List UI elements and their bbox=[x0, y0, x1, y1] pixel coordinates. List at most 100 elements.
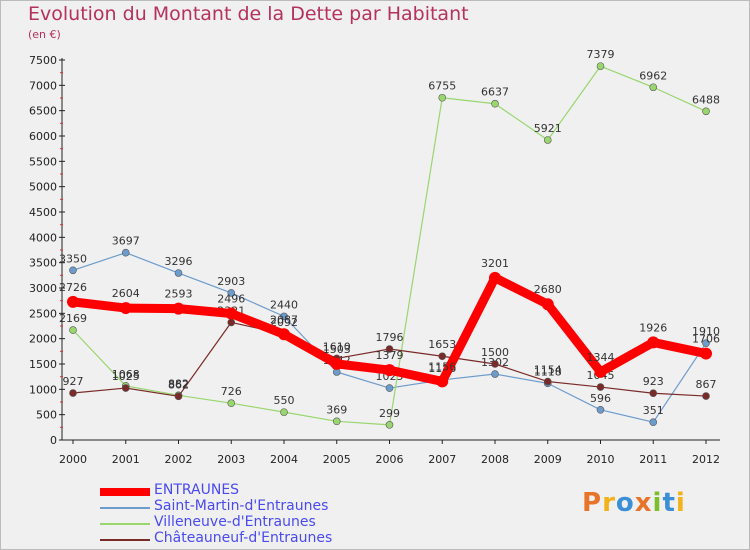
x-tick-label: 2002 bbox=[165, 453, 193, 466]
y-tick-label: 3000 bbox=[29, 282, 57, 295]
x-tick-label: 2001 bbox=[112, 453, 140, 466]
data-label: 2593 bbox=[165, 288, 193, 301]
legend-label: Villeneuve-d'Entraunes bbox=[154, 514, 316, 530]
data-label: 2604 bbox=[112, 287, 140, 300]
y-tick-label: 4500 bbox=[29, 206, 57, 219]
data-label: 1344 bbox=[587, 351, 615, 364]
data-point bbox=[700, 347, 712, 360]
data-point bbox=[385, 345, 394, 353]
x-tick-label: 2000 bbox=[59, 453, 87, 466]
logo-letter: i bbox=[675, 488, 686, 518]
data-point bbox=[385, 384, 394, 392]
data-point bbox=[649, 418, 658, 427]
data-label: 7379 bbox=[587, 48, 615, 61]
data-label: 1653 bbox=[428, 338, 456, 351]
y-tick-label: 5000 bbox=[29, 181, 57, 194]
x-tick-label: 2006 bbox=[376, 453, 404, 466]
logo-letter: r bbox=[602, 488, 616, 518]
data-point bbox=[491, 360, 499, 368]
data-point bbox=[702, 107, 710, 116]
legend-swatch-villeneuve bbox=[100, 523, 150, 525]
y-tick-label: 6000 bbox=[29, 130, 57, 143]
logo-letter: i bbox=[652, 488, 663, 518]
data-point bbox=[491, 370, 499, 378]
legend-swatch-chateauneuf bbox=[100, 539, 150, 541]
data-point bbox=[385, 421, 394, 429]
y-tick-label: 2500 bbox=[29, 307, 57, 320]
chart-subtitle: (en €) bbox=[28, 28, 61, 41]
data-label: 369 bbox=[326, 403, 347, 416]
y-tick-label: 500 bbox=[36, 409, 57, 422]
data-point bbox=[67, 295, 79, 308]
data-point bbox=[383, 364, 396, 377]
data-point bbox=[119, 302, 132, 315]
data-point bbox=[280, 408, 288, 416]
data-point bbox=[543, 377, 552, 386]
y-tick-label: 5500 bbox=[29, 155, 57, 168]
x-tick-label: 2004 bbox=[270, 453, 298, 466]
data-point bbox=[436, 375, 449, 388]
data-label: 6962 bbox=[639, 69, 667, 82]
data-label: 882 bbox=[168, 377, 189, 390]
data-label: 2169 bbox=[59, 312, 87, 325]
data-label: 6488 bbox=[692, 93, 720, 106]
data-label: 1796 bbox=[376, 331, 404, 344]
data-point bbox=[174, 392, 183, 401]
data-point bbox=[69, 389, 77, 397]
data-label: 5921 bbox=[534, 122, 562, 135]
data-point bbox=[702, 339, 710, 348]
data-label: 927 bbox=[63, 375, 84, 388]
x-tick-label: 2010 bbox=[587, 453, 615, 466]
data-label: 6637 bbox=[481, 86, 509, 99]
data-label: 1706 bbox=[692, 333, 720, 346]
logo-letter: t bbox=[662, 488, 676, 518]
x-tick-label: 2005 bbox=[323, 453, 351, 466]
data-point bbox=[174, 269, 183, 277]
data-label: 1503 bbox=[323, 343, 351, 356]
data-label: 1154 bbox=[534, 364, 562, 377]
data-point bbox=[69, 266, 77, 275]
data-point bbox=[121, 248, 130, 257]
data-point bbox=[596, 406, 605, 414]
data-point bbox=[647, 336, 660, 349]
data-label: 1118 bbox=[534, 365, 562, 378]
legend-label: Saint-Martin-d'Entraunes bbox=[154, 498, 329, 514]
data-label: 2903 bbox=[217, 275, 245, 288]
legend-swatch-saint-martin bbox=[100, 507, 150, 509]
data-label: 2087 bbox=[270, 313, 298, 326]
data-label: 596 bbox=[590, 392, 611, 405]
data-point bbox=[332, 417, 341, 426]
data-label: 299 bbox=[379, 407, 400, 420]
data-label: 862 bbox=[168, 378, 189, 391]
data-label: 1610 bbox=[323, 340, 351, 353]
data-label: 351 bbox=[643, 404, 664, 417]
data-point bbox=[280, 312, 288, 321]
x-tick-label: 2009 bbox=[534, 453, 562, 466]
legend-label: Châteauneuf-d'Entraunes bbox=[154, 530, 333, 546]
data-label: 867 bbox=[696, 378, 717, 391]
data-label: 6755 bbox=[428, 80, 456, 93]
data-point bbox=[649, 389, 658, 398]
data-point bbox=[227, 399, 236, 408]
x-tick-label: 2011 bbox=[639, 453, 667, 466]
data-label: 1910 bbox=[692, 325, 720, 338]
data-label: 2726 bbox=[59, 281, 87, 294]
data-label: 550 bbox=[274, 394, 295, 407]
legend-swatch-entraunes bbox=[100, 488, 150, 496]
data-label: 1926 bbox=[639, 321, 667, 334]
data-point bbox=[438, 93, 447, 102]
data-label: 1500 bbox=[481, 346, 509, 359]
logo-letter: P bbox=[582, 488, 603, 518]
legend-label: ENTRAUNES bbox=[154, 482, 240, 498]
data-point bbox=[596, 383, 605, 391]
chart-title: Evolution du Montant de la Dette par Hab… bbox=[28, 3, 469, 25]
data-point bbox=[438, 352, 447, 361]
data-label: 1379 bbox=[376, 349, 404, 362]
y-tick-label: 0 bbox=[50, 434, 57, 447]
data-point bbox=[278, 328, 290, 341]
data-point bbox=[649, 83, 658, 92]
data-point bbox=[491, 99, 499, 108]
data-point bbox=[227, 318, 236, 327]
data-label: 923 bbox=[643, 375, 664, 388]
